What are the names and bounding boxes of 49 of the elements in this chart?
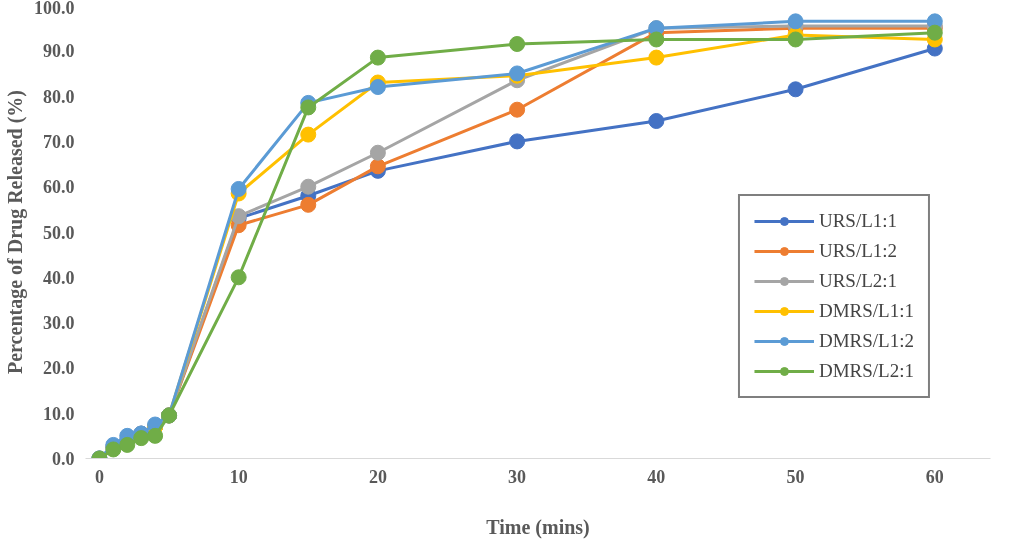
point: [133, 430, 150, 447]
point: [300, 196, 317, 213]
y-tick-label: 50.0: [43, 222, 75, 243]
point: [300, 178, 317, 195]
x-tick-label: 20: [368, 466, 387, 487]
legend-label: URS/L2:1: [818, 270, 898, 292]
point: [926, 24, 943, 41]
x-tick-label: 40: [647, 466, 666, 487]
legend-label: DMRS/L1:2: [818, 330, 914, 352]
y-tick-label: 10.0: [43, 403, 75, 424]
y-tick-label: 60.0: [43, 177, 75, 198]
point: [787, 31, 804, 48]
point: [509, 101, 526, 118]
point: [369, 144, 386, 161]
point: [230, 269, 247, 286]
y-tick-label: 70.0: [43, 131, 75, 152]
point: [509, 36, 526, 52]
legend-label: URS/L1:1: [818, 210, 898, 232]
x-tick-label: 10: [229, 466, 248, 487]
point: [119, 436, 136, 453]
x-tick-label: 30: [508, 466, 527, 487]
y-tick-label: 40.0: [43, 267, 75, 288]
point: [230, 180, 247, 197]
point: [648, 31, 665, 48]
y-axis-title: Percentage of Drug Released (%): [4, 90, 27, 374]
point: [147, 427, 164, 444]
point: [648, 49, 665, 66]
y-tick-label: 30.0: [43, 313, 75, 334]
y-tick-label: 90.0: [43, 41, 75, 62]
y-tick-label: 80.0: [43, 86, 75, 107]
y-tick-label: 20.0: [43, 358, 75, 379]
y-tick-label: 0.0: [52, 449, 75, 469]
x-tick-label: 60: [925, 466, 944, 487]
point: [369, 158, 386, 175]
x-axis-title: Time (mins): [486, 515, 590, 539]
point: [509, 133, 526, 150]
legend-label: URS/L1:2: [818, 240, 898, 262]
legend-label: DMRS/L2:1: [818, 360, 914, 382]
point: [648, 113, 665, 129]
x-tick-label: 0: [94, 466, 104, 487]
x-tick-label: 50: [786, 466, 805, 487]
point: [300, 99, 317, 116]
point: [787, 13, 804, 30]
point: [300, 126, 317, 143]
legend-label: DMRS/L1:1: [818, 300, 914, 322]
point: [369, 79, 386, 96]
point: [787, 81, 804, 98]
point: [369, 49, 386, 66]
y-tick-label: 100.0: [34, 0, 75, 18]
